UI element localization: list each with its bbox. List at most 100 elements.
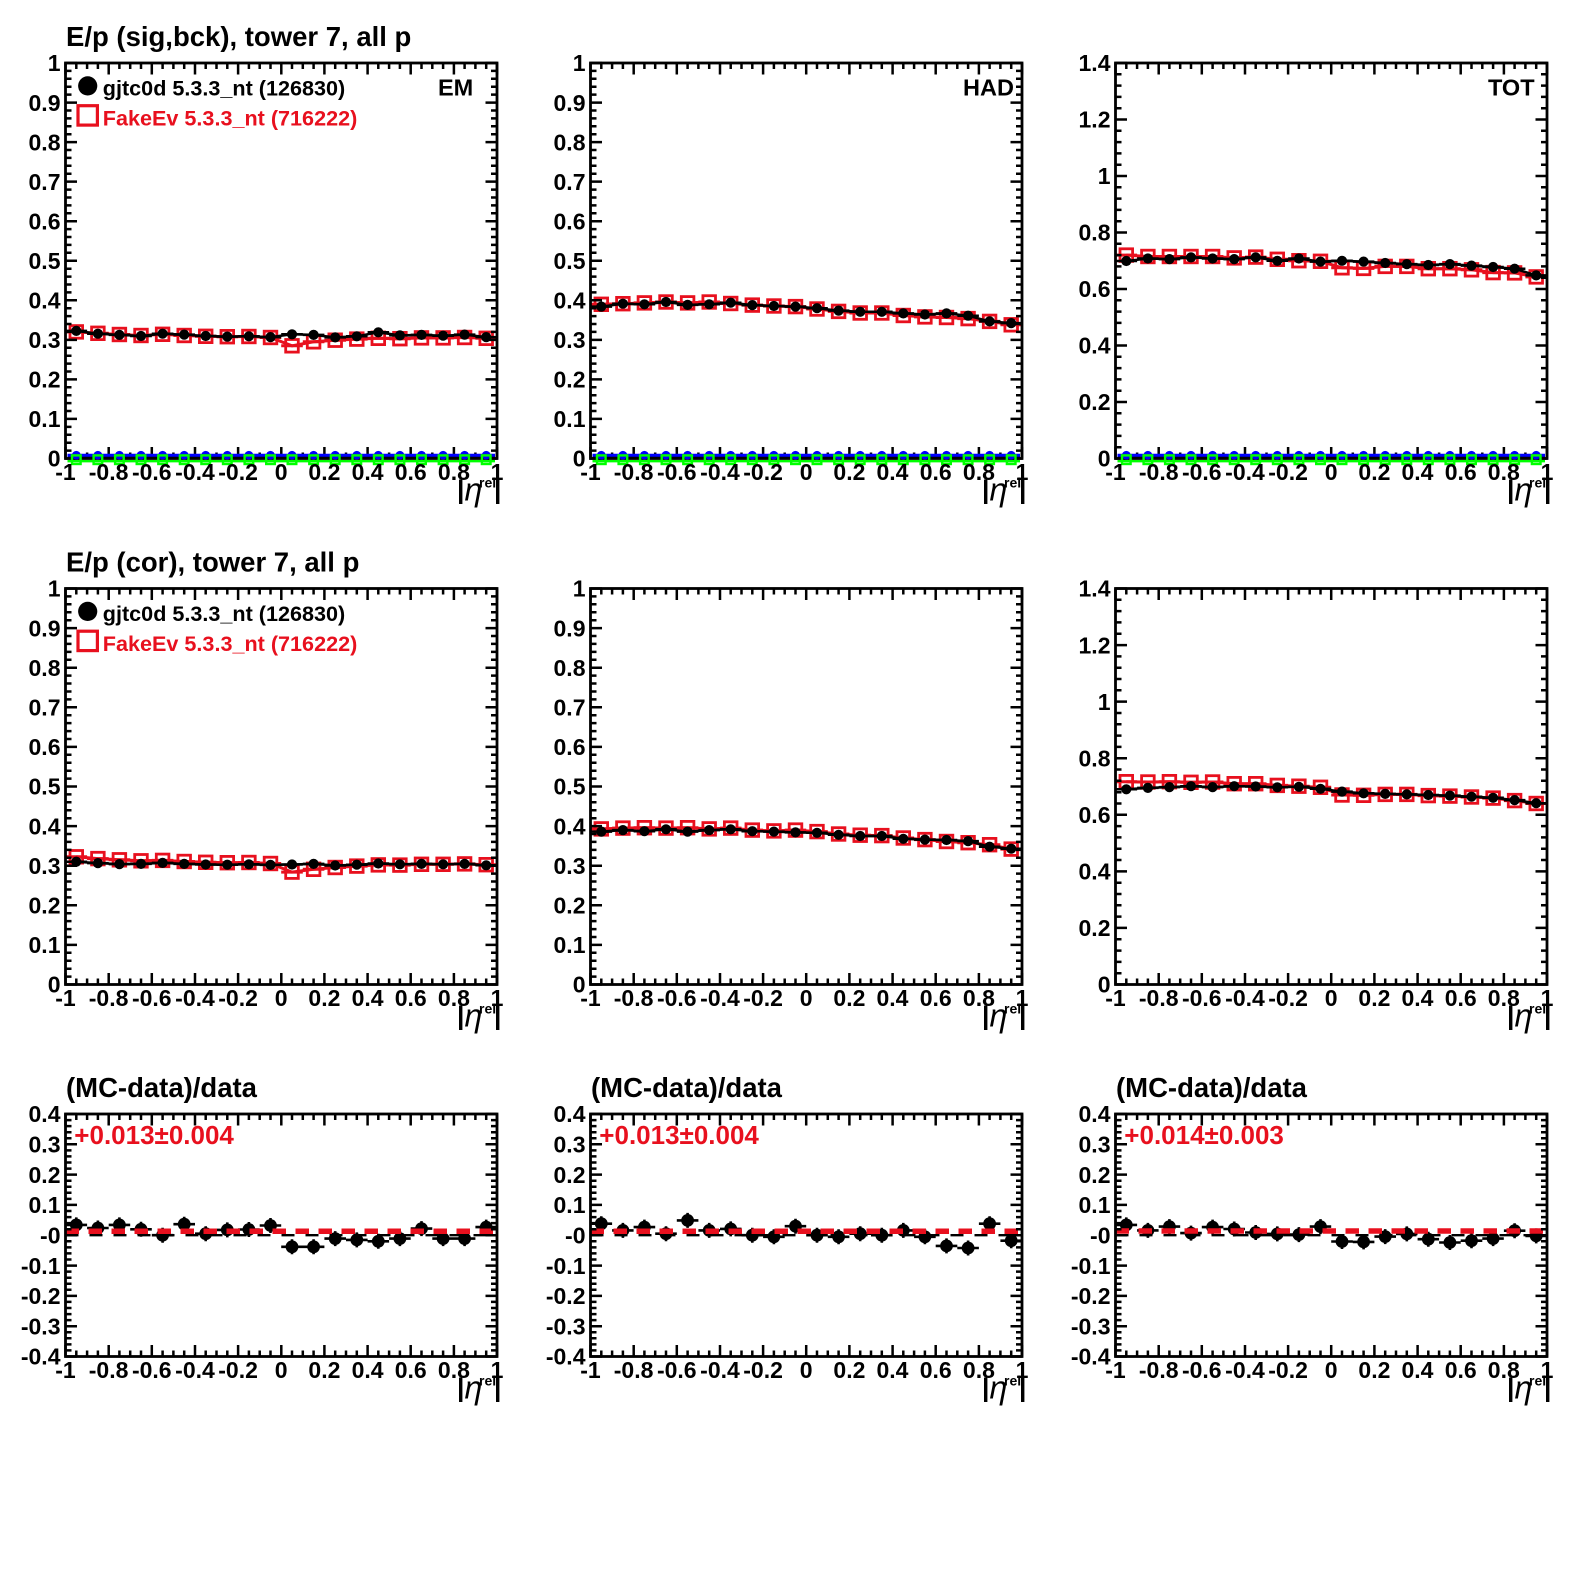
svg-text:-0.6: -0.6 [657,459,697,485]
svg-text:0.4: 0.4 [554,813,586,839]
svg-text:0.6: 0.6 [920,459,952,485]
svg-text:0.9: 0.9 [29,615,61,641]
svg-text:-0.2: -0.2 [1268,1357,1308,1383]
svg-text:-1: -1 [1105,459,1126,485]
svg-text:-0.4: -0.4 [1225,985,1265,1011]
svg-text:1: 1 [1016,459,1029,485]
svg-text:η: η [990,1370,1008,1406]
svg-text:1: 1 [491,459,504,485]
svg-text:-1: -1 [1105,985,1126,1011]
svg-text:-0.4: -0.4 [1225,1357,1265,1383]
svg-text:0.9: 0.9 [554,90,586,116]
svg-text:0.2: 0.2 [308,459,340,485]
svg-text:-0.3: -0.3 [1071,1313,1111,1339]
svg-text:1: 1 [491,1357,504,1383]
svg-text:0.4: 0.4 [1079,859,1111,885]
svg-text:0.3: 0.3 [29,853,61,879]
svg-text:-0.2: -0.2 [218,985,258,1011]
svg-text:0.4: 0.4 [352,985,384,1011]
svg-text:0.1: 0.1 [554,406,586,432]
svg-text:-0.6: -0.6 [132,1357,172,1383]
svg-text:0.2: 0.2 [1358,1357,1390,1383]
svg-text:-1: -1 [55,459,76,485]
svg-text:-0.3: -0.3 [546,1313,586,1339]
svg-text:0.4: 0.4 [29,813,61,839]
svg-text:0.6: 0.6 [29,734,61,760]
svg-text:1: 1 [491,985,504,1011]
svg-text:HAD: HAD [963,75,1014,101]
svg-text:-0: -0 [565,1223,585,1249]
svg-text:0.6: 0.6 [554,208,586,234]
svg-text:-0.8: -0.8 [1139,985,1179,1011]
svg-text:+0.013±0.004: +0.013±0.004 [74,1120,234,1150]
svg-text:1: 1 [573,576,586,602]
svg-text:-0.4: -0.4 [175,1357,215,1383]
svg-text:(MC-data)/data: (MC-data)/data [66,1072,258,1103]
svg-text:-0.6: -0.6 [657,1357,697,1383]
svg-text:0.2: 0.2 [833,459,865,485]
svg-text:0.6: 0.6 [554,734,586,760]
svg-text:-0.4: -0.4 [1225,459,1265,485]
svg-text:rel: rel [479,1001,496,1017]
svg-text:+0.013±0.004: +0.013±0.004 [599,1120,759,1150]
svg-text:0.4: 0.4 [1079,1101,1111,1127]
svg-text:-1: -1 [580,459,601,485]
svg-text:rel: rel [479,1373,496,1389]
svg-text:0.5: 0.5 [554,248,586,274]
svg-text:1.4: 1.4 [1079,576,1111,602]
svg-text:1.2: 1.2 [1079,107,1111,133]
svg-text:-0.4: -0.4 [21,1344,61,1370]
svg-text:-0.8: -0.8 [614,459,654,485]
svg-text:1: 1 [1016,1357,1029,1383]
svg-text:0: 0 [1325,459,1338,485]
svg-text:0.4: 0.4 [877,1357,909,1383]
svg-text:-0.6: -0.6 [1182,985,1222,1011]
svg-text:0.2: 0.2 [308,1357,340,1383]
svg-text:-0.2: -0.2 [1268,985,1308,1011]
svg-text:η: η [1515,1370,1533,1406]
svg-text:0: 0 [275,985,288,1011]
svg-text:0: 0 [800,985,813,1011]
svg-text:η: η [990,472,1008,508]
svg-text:0.6: 0.6 [1445,985,1477,1011]
svg-text:0: 0 [1098,446,1111,472]
svg-text:-0.6: -0.6 [132,985,172,1011]
svg-text:-0.6: -0.6 [1182,459,1222,485]
svg-text:1: 1 [1541,459,1554,485]
svg-text:0: 0 [1325,985,1338,1011]
svg-text:η: η [990,998,1008,1034]
svg-text:-0.1: -0.1 [546,1253,586,1279]
svg-text:0.2: 0.2 [29,367,61,393]
svg-text:0.2: 0.2 [1079,915,1111,941]
svg-text:0.4: 0.4 [1402,1357,1434,1383]
svg-text:-1: -1 [55,985,76,1011]
svg-text:0.7: 0.7 [29,169,61,195]
svg-text:0.6: 0.6 [395,459,427,485]
svg-text:0.3: 0.3 [554,853,586,879]
svg-text:1: 1 [48,50,61,76]
svg-text:0: 0 [573,972,586,998]
svg-text:1: 1 [1016,985,1029,1011]
svg-text:rel: rel [1529,1373,1546,1389]
svg-text:0: 0 [48,972,61,998]
svg-text:0.6: 0.6 [29,208,61,234]
svg-text:0.1: 0.1 [1079,1192,1111,1218]
svg-text:0.8: 0.8 [1079,220,1111,246]
svg-text:0.2: 0.2 [308,985,340,1011]
svg-text:+0.014±0.003: +0.014±0.003 [1124,1120,1284,1150]
svg-text:-0.2: -0.2 [546,1283,586,1309]
svg-text:-1: -1 [1105,1357,1126,1383]
svg-text:0.2: 0.2 [1079,389,1111,415]
svg-text:0.5: 0.5 [554,774,586,800]
svg-text:-0.2: -0.2 [743,1357,783,1383]
svg-text:TOT: TOT [1488,75,1535,101]
svg-text:0.4: 0.4 [1402,985,1434,1011]
svg-text:-0.6: -0.6 [657,985,697,1011]
svg-text:0.6: 0.6 [920,1357,952,1383]
svg-text:-0.4: -0.4 [700,985,740,1011]
svg-text:0.4: 0.4 [554,288,586,314]
svg-text:FakeEv 5.3.3_nt (716222): FakeEv 5.3.3_nt (716222) [103,106,357,131]
svg-text:-0.2: -0.2 [1071,1283,1111,1309]
svg-text:0.7: 0.7 [554,169,586,195]
svg-text:0.8: 0.8 [29,129,61,155]
